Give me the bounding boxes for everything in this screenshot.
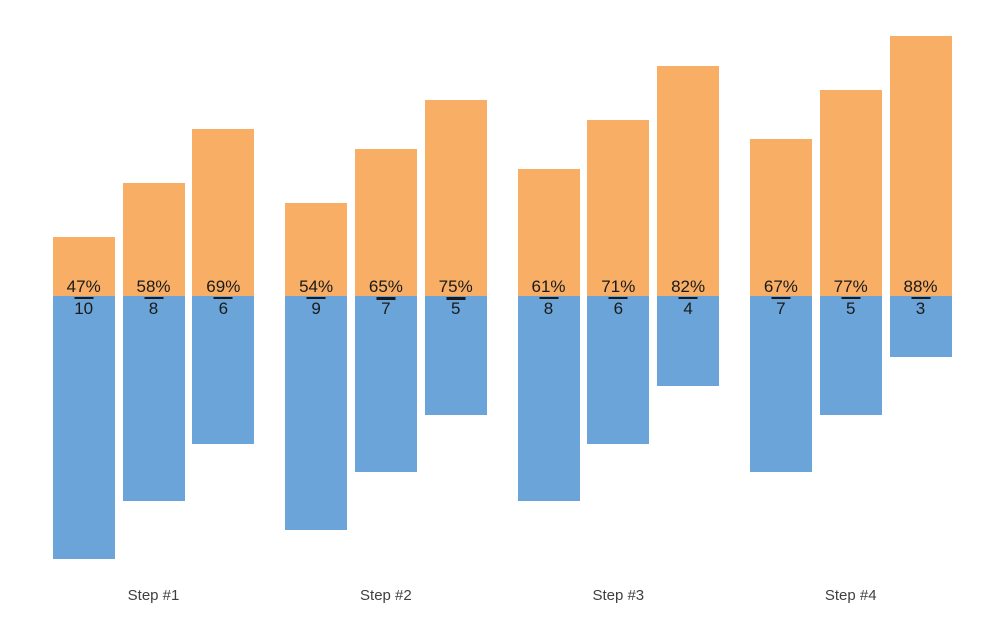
bar-count-label: 6 bbox=[218, 298, 229, 318]
bar-below-baseline-segment bbox=[657, 295, 720, 386]
bar-step4-2: 77% 5 bbox=[819, 90, 882, 415]
bar-step3-3: 82% 4 bbox=[657, 65, 720, 386]
bar-count-label: 8 bbox=[543, 298, 554, 318]
bar-below-baseline-segment bbox=[122, 295, 185, 502]
bar-above-baseline-segment bbox=[192, 129, 255, 296]
bar-below-baseline-segment bbox=[517, 295, 580, 502]
bar-step2-1: 54% 9 bbox=[285, 202, 348, 531]
bar-above-baseline-segment bbox=[889, 36, 952, 296]
bar-step1-2: 58% 8 bbox=[122, 183, 185, 502]
bar-percent-label: 58% bbox=[136, 276, 171, 296]
bar-below-baseline-segment bbox=[354, 296, 417, 473]
bar-above-baseline-segment bbox=[819, 90, 882, 296]
bar-step4-1: 67% 7 bbox=[749, 139, 812, 473]
bar-below-baseline-segment bbox=[52, 295, 115, 559]
fraction-line bbox=[306, 296, 326, 300]
fraction-line bbox=[911, 296, 930, 300]
bar-count-label: 5 bbox=[845, 298, 856, 318]
step-axis-label-4: Step #4 bbox=[824, 587, 877, 604]
fraction-line bbox=[446, 297, 466, 300]
bar-above-baseline-segment bbox=[122, 183, 185, 296]
fraction-line bbox=[213, 296, 233, 300]
bar-percent-label: 47% bbox=[66, 276, 101, 296]
bar-step2-3: 75% 5 bbox=[424, 100, 487, 415]
bar-below-baseline-segment bbox=[819, 295, 882, 415]
bar-percent-label: 67% bbox=[763, 276, 798, 296]
bar-percent-label: 65% bbox=[368, 277, 403, 296]
bar-step3-2: 71% 6 bbox=[587, 119, 650, 444]
bar-count-label: 6 bbox=[613, 298, 624, 318]
bar-below-baseline-segment bbox=[889, 295, 952, 357]
fraction-line bbox=[771, 296, 791, 300]
bar-step4-3: 88% 3 bbox=[889, 36, 952, 357]
bar-count-label: 10 bbox=[74, 298, 94, 318]
bar-step1-3: 69% 6 bbox=[192, 129, 255, 444]
bar-above-baseline-segment bbox=[587, 119, 650, 296]
bar-percent-label: 61% bbox=[531, 276, 566, 296]
bar-above-baseline-segment bbox=[354, 149, 417, 296]
bar-percent-label: 71% bbox=[601, 276, 636, 296]
bar-count-label: 3 bbox=[915, 298, 926, 318]
bar-percent-label: 88% bbox=[903, 276, 938, 296]
bar-count-label: 7 bbox=[381, 299, 391, 318]
step-axis-label-2: Step #2 bbox=[360, 587, 412, 604]
bar-above-baseline-segment bbox=[424, 100, 487, 296]
bar-percent-label: 69% bbox=[206, 276, 241, 296]
bar-above-baseline-segment bbox=[517, 168, 580, 296]
bar-percent-label: 82% bbox=[671, 276, 706, 296]
bar-count-label: 9 bbox=[311, 298, 321, 318]
bar-below-baseline-segment bbox=[285, 295, 348, 531]
bar-count-label: 7 bbox=[776, 298, 786, 318]
bar-percent-label: 54% bbox=[299, 276, 334, 296]
fraction-line bbox=[608, 296, 628, 300]
bar-below-baseline-segment bbox=[749, 295, 812, 473]
bar-count-label: 8 bbox=[148, 298, 159, 318]
bar-above-baseline-segment bbox=[749, 139, 812, 296]
bar-below-baseline-segment bbox=[192, 295, 255, 444]
bar-count-label: 4 bbox=[683, 298, 693, 318]
fraction-line bbox=[74, 296, 94, 300]
bar-percent-label: 77% bbox=[833, 276, 868, 296]
bar-above-baseline-segment bbox=[285, 202, 348, 296]
fraction-line bbox=[144, 296, 163, 300]
step-axis-label-1: Step #1 bbox=[127, 587, 180, 604]
fraction-line bbox=[841, 296, 861, 300]
bar-below-baseline-segment bbox=[424, 296, 487, 415]
bar-above-baseline-segment bbox=[52, 237, 115, 296]
bar-percent-label: 75% bbox=[438, 277, 473, 296]
fraction-line bbox=[678, 296, 698, 300]
fraction-line bbox=[376, 297, 396, 300]
bar-count-label: 5 bbox=[450, 299, 461, 318]
step-axis-label-3: Step #3 bbox=[592, 587, 645, 604]
bar-step2-2: 65% 7 bbox=[354, 149, 417, 473]
bar-step3-1: 61% 8 bbox=[517, 168, 580, 502]
bar-step1-1: 47% 10 bbox=[52, 237, 115, 559]
bar-above-baseline-segment bbox=[657, 65, 720, 296]
fraction-line bbox=[539, 296, 558, 300]
bar-below-baseline-segment bbox=[587, 295, 650, 444]
